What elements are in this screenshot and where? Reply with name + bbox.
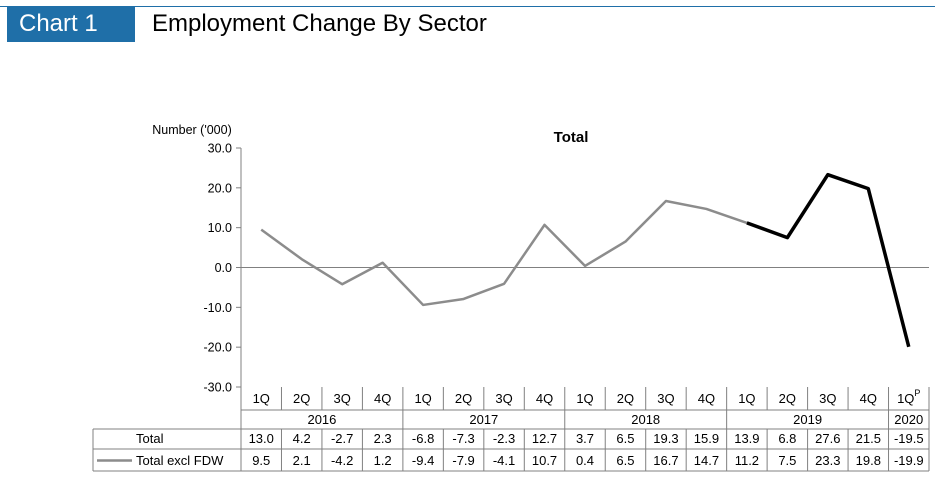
- x-tick-label: 3Q: [657, 391, 674, 406]
- legend-label: Total: [136, 431, 164, 446]
- x-tick-label: 1Q: [576, 391, 593, 406]
- y-tick-label: -30.0: [204, 381, 233, 395]
- x-tick-label: 1QP: [897, 388, 920, 406]
- data-label: 19.3: [653, 431, 678, 446]
- x-tick-label: 1Q: [414, 391, 431, 406]
- data-label: -19.9: [894, 453, 924, 468]
- x-tick-label: 1Q: [253, 391, 270, 406]
- x-tick-label: 1Q: [738, 391, 755, 406]
- data-label: 6.5: [616, 431, 634, 446]
- series-layer: [260, 172, 911, 348]
- data-label: -2.3: [493, 431, 515, 446]
- x-tick-label: 3Q: [334, 391, 351, 406]
- data-label: 27.6: [815, 431, 840, 446]
- x-tick-label: 2Q: [617, 391, 634, 406]
- year-label: 2020: [894, 412, 923, 427]
- chart-title: Total: [554, 129, 589, 146]
- y-tick-label: 30.0: [208, 142, 232, 156]
- data-label: 12.7: [532, 431, 557, 446]
- x-tick-label: 4Q: [698, 391, 715, 406]
- data-label: 7.5: [778, 453, 796, 468]
- data-label: 6.5: [616, 453, 634, 468]
- x-tick-label: 3Q: [819, 391, 836, 406]
- page-title: Employment Change By Sector: [152, 10, 487, 37]
- y-tick-label: -10.0: [204, 301, 233, 315]
- x-tick-label: 3Q: [495, 391, 512, 406]
- y-tick-label: 10.0: [208, 221, 232, 235]
- data-label: -6.8: [412, 431, 434, 446]
- data-label: 2.3: [374, 431, 392, 446]
- data-label: 1.2: [374, 453, 392, 468]
- x-tick-label: 2Q: [455, 391, 472, 406]
- y-tick-label: 20.0: [208, 181, 232, 195]
- data-label: 11.2: [735, 453, 759, 468]
- data-label: -7.3: [452, 431, 474, 446]
- data-label: -9.4: [412, 453, 434, 468]
- chart-number-tag: Chart 1: [7, 6, 135, 42]
- data-label: 21.5: [856, 431, 881, 446]
- data-label: -4.1: [493, 453, 515, 468]
- series-line-total-excl-fdw-recent: [746, 172, 911, 348]
- data-label: 16.7: [653, 453, 678, 468]
- x-tick-label: 2Q: [293, 391, 310, 406]
- data-label: 23.3: [815, 453, 840, 468]
- data-label: 19.8: [856, 453, 881, 468]
- data-label: -19.5: [894, 431, 924, 446]
- data-table: 1Q 2Q 3Q 4Q 1Q 2Q 3Q 4Q 1Q 2Q 3Q 4Q 1Q 2Q 3Q 4Q 1QP 2016 2…: [92, 387, 930, 472]
- legend-label: Total excl FDW: [136, 453, 224, 468]
- data-label: 0.4: [576, 453, 594, 468]
- y-axis-label: Number ('000): [152, 123, 232, 137]
- series-line-total-excl-fdw: [260, 199, 748, 307]
- x-tick-label: 4Q: [374, 391, 391, 406]
- data-label: 2.1: [293, 453, 311, 468]
- data-label: 13.9: [734, 431, 759, 446]
- data-label: -7.9: [452, 453, 474, 468]
- provisional-marker: P: [914, 388, 920, 398]
- data-label: 6.8: [778, 431, 796, 446]
- data-label: -2.7: [331, 431, 353, 446]
- data-label: -4.2: [331, 453, 353, 468]
- year-label: 2016: [307, 412, 336, 427]
- year-label: 2019: [793, 412, 822, 427]
- data-label: 15.9: [694, 431, 719, 446]
- x-tick-label: 4Q: [536, 391, 553, 406]
- axes-layer: 30.0 20.0 10.0 0.0 -10.0 -20.0 -30.0: [204, 142, 929, 395]
- header-rule: [0, 6, 935, 7]
- y-tick-label: 0.0: [215, 261, 232, 275]
- data-label: 13.0: [249, 431, 274, 446]
- year-label: 2018: [631, 412, 660, 427]
- data-label: 9.5: [252, 453, 270, 468]
- data-label: 4.2: [293, 431, 311, 446]
- year-label: 2017: [469, 412, 498, 427]
- data-label: 10.7: [532, 453, 557, 468]
- y-tick-label: -20.0: [204, 341, 233, 355]
- data-label: 3.7: [576, 431, 594, 446]
- x-tick-label: 4Q: [860, 391, 877, 406]
- data-label: 14.7: [694, 453, 719, 468]
- x-tick-label: 2Q: [779, 391, 796, 406]
